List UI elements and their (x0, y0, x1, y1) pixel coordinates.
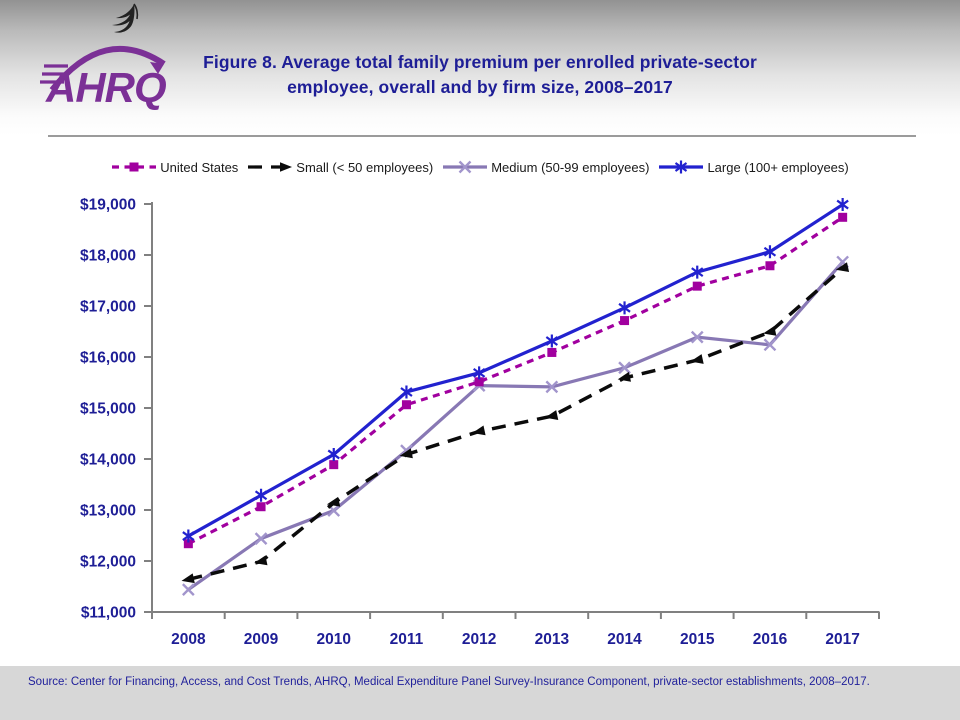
svg-text:2011: 2011 (390, 631, 424, 648)
legend-marker-medium-firms-icon (443, 160, 488, 174)
header-banner: AHRQ Figure 8. Average total family prem… (0, 0, 960, 136)
ahrq-logo: AHRQ (40, 3, 167, 112)
legend-marker-united-states-icon (112, 162, 157, 172)
legend-item-small-firms: Small (< 50 employees) (247, 159, 433, 175)
legend-label: Large (100+ employees) (707, 159, 849, 175)
source-bar: Source: Center for Financing, Access, an… (0, 666, 960, 720)
svg-text:$15,000: $15,000 (80, 401, 136, 418)
svg-text:$16,000: $16,000 (80, 350, 136, 367)
svg-text:$11,000: $11,000 (81, 605, 136, 622)
legend-marker-small-firms-icon (248, 162, 293, 172)
svg-text:2012: 2012 (462, 631, 496, 648)
legend-marker-large-firms-icon (659, 160, 704, 174)
svg-text:2014: 2014 (607, 631, 642, 648)
legend-label: United States (160, 159, 239, 175)
chart-legend: United States Small (< 50 employees) Med… (0, 156, 960, 178)
svg-text:$17,000: $17,000 (80, 299, 136, 316)
hhs-eagle-icon (112, 3, 139, 33)
figure-title: Figure 8. Average total family premium p… (120, 50, 840, 100)
ahrq-swoosh (40, 46, 166, 92)
legend-item-united-states: United States (111, 159, 238, 175)
svg-text:2009: 2009 (244, 631, 279, 648)
svg-text:2015: 2015 (680, 631, 715, 648)
legend-item-large-firms: Large (100+ employees) (658, 159, 849, 175)
svg-text:$19,000: $19,000 (80, 197, 136, 214)
legend-label: Medium (50-99 employees) (491, 159, 650, 175)
header-divider (48, 135, 916, 137)
figure-title-line1: Figure 8. Average total family premium p… (203, 52, 757, 72)
ahrq-logo-text: AHRQ (45, 64, 166, 112)
svg-text:$18,000: $18,000 (80, 248, 136, 265)
svg-text:2010: 2010 (317, 631, 351, 648)
svg-text:2016: 2016 (753, 631, 788, 648)
svg-text:2017: 2017 (825, 631, 859, 648)
svg-text:$13,000: $13,000 (80, 503, 136, 520)
svg-text:2008: 2008 (171, 631, 206, 648)
legend-item-medium-firms: Medium (50-99 employees) (442, 159, 649, 175)
source-text: Source: Center for Financing, Access, an… (28, 676, 870, 688)
svg-text:2013: 2013 (535, 631, 570, 648)
legend-label: Small (< 50 employees) (296, 159, 434, 175)
svg-text:$14,000: $14,000 (80, 452, 136, 469)
figure-title-line2: employee, overall and by firm size, 2008… (287, 77, 673, 97)
svg-text:$12,000: $12,000 (80, 554, 136, 571)
